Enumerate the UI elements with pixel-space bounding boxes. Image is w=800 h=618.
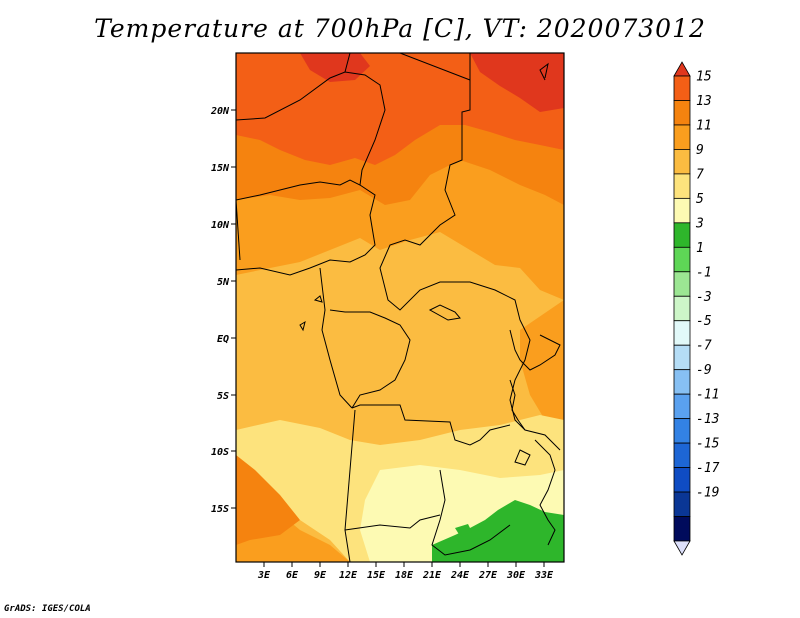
colorbar-label: -17 — [696, 461, 720, 476]
lon-tick-label: 9E — [314, 570, 327, 581]
colorbar-swatch — [673, 418, 691, 444]
colorbar-swatch — [673, 320, 691, 346]
colorbar-label: 9 — [696, 143, 704, 158]
colorbar-label: 3 — [695, 216, 704, 231]
colorbar-label: -1 — [696, 265, 712, 280]
colorbar-swatch — [673, 75, 691, 101]
colorbar-label: -7 — [696, 339, 712, 354]
colorbar-swatch — [673, 222, 691, 248]
colorbar-swatch — [673, 246, 691, 273]
colorbar-label: -13 — [696, 412, 719, 427]
colorbar-label: -9 — [696, 363, 712, 378]
colorbar-swatch — [673, 124, 691, 150]
colorbar-swatch — [673, 491, 691, 517]
temperature-field — [236, 53, 564, 562]
colorbar-bottom-arrow — [673, 540, 691, 556]
colorbar-swatch — [673, 271, 691, 297]
map-title: Temperature at 700hPa [C], VT: 202007301… — [94, 14, 706, 43]
colorbar-label: 1 — [696, 241, 704, 256]
lat-tick-label: 20N — [210, 106, 230, 117]
credit-text: GrADS: IGES/COLA — [4, 604, 91, 614]
country-borders — [236, 53, 561, 562]
lat-tick-label: 10N — [211, 220, 230, 231]
lat-tick-label: 5S — [217, 391, 229, 402]
colorbar-label: -15 — [696, 437, 720, 452]
map-frame — [235, 52, 565, 563]
lat-tick-label: 15N — [211, 163, 230, 174]
colorbar-swatch — [673, 393, 691, 420]
lat-tick-label: 5N — [217, 277, 230, 288]
colorbar-swatch — [673, 100, 691, 126]
colorbar-label: 7 — [696, 167, 704, 182]
colorbar-swatch — [673, 173, 691, 199]
longitude-axis: 3E 6E 9E 12E 15E 18E 21E 24E 27E 30E 33E — [257, 562, 554, 581]
lon-tick-label: 15E — [367, 570, 386, 581]
colorbar-swatch — [673, 369, 691, 395]
colorbar-label: -11 — [696, 388, 719, 403]
colorbar-label: -19 — [696, 486, 719, 501]
colorbar-swatch — [673, 344, 691, 371]
colorbar-swatch — [673, 197, 691, 224]
lon-tick-label: 30E — [506, 570, 526, 581]
latitude-axis: 20N 15N 10N 5N EQ 5S 10S 15S — [210, 106, 236, 515]
colorbar-top-arrow — [673, 61, 691, 77]
lon-tick-label: 12E — [339, 570, 358, 581]
lon-tick-label: 21E — [422, 570, 442, 581]
lat-tick-label: 15S — [211, 504, 229, 515]
lon-tick-label: 33E — [534, 570, 554, 581]
lon-tick-label: 6E — [286, 570, 299, 581]
colorbar: 15 13 11 9 7 5 3 1 -1 -3 -5 -7 -9 -11 -13 -15 -17 -19 — [673, 61, 720, 556]
colorbar-label: -3 — [696, 290, 712, 305]
lon-tick-label: 18E — [395, 570, 414, 581]
colorbar-swatch — [673, 467, 691, 493]
colorbar-label: 11 — [696, 118, 712, 133]
colorbar-swatch — [673, 516, 691, 542]
colorbar-label: 5 — [696, 192, 704, 207]
lon-tick-label: 3E — [257, 570, 271, 581]
colorbar-label: 13 — [696, 94, 712, 109]
colorbar-label: 15 — [696, 70, 712, 85]
colorbar-swatch — [673, 149, 691, 175]
colorbar-swatch — [673, 295, 691, 322]
colorbar-swatch — [673, 442, 691, 468]
lat-tick-label: 10S — [211, 447, 229, 458]
lat-tick-label: EQ — [217, 334, 229, 345]
lon-tick-label: 24E — [450, 570, 470, 581]
lon-tick-label: 27E — [478, 570, 498, 581]
colorbar-label: -5 — [696, 314, 712, 329]
